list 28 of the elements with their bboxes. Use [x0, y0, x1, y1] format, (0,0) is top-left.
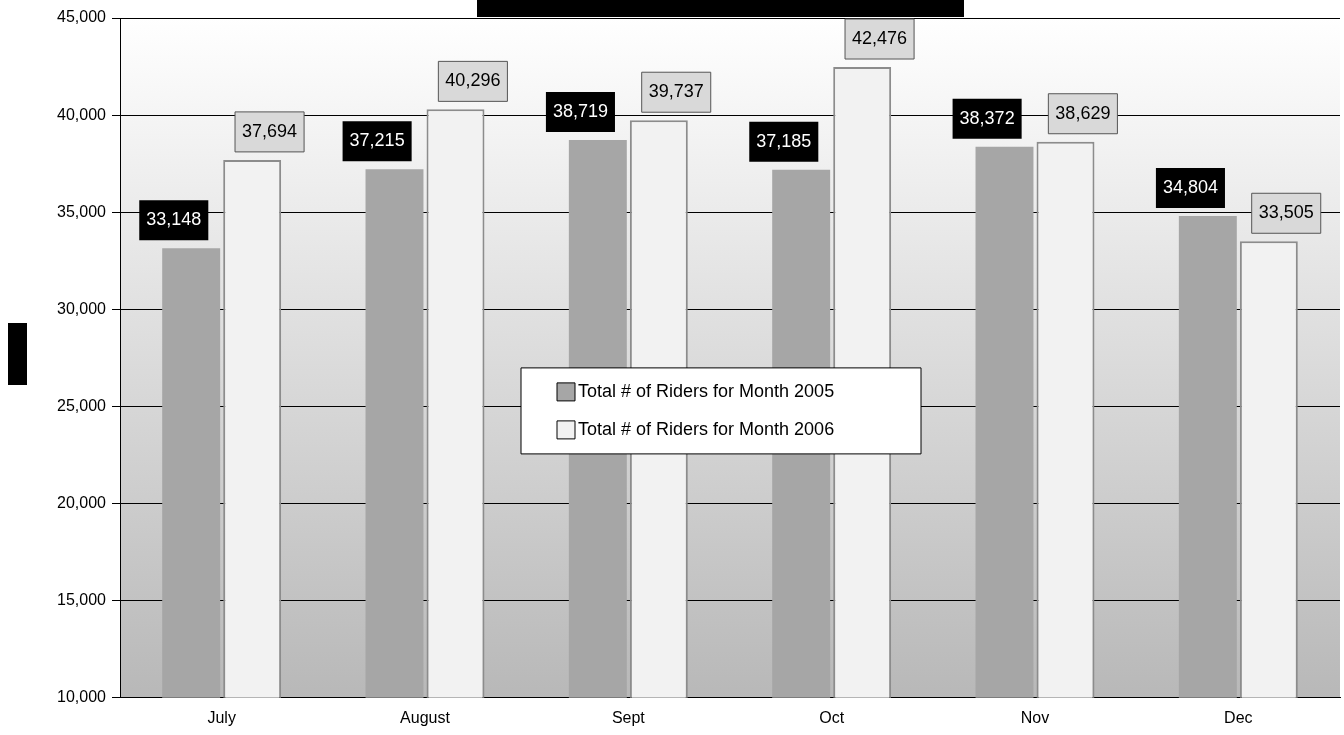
- legend-label: Total # of Riders for Month 2005: [578, 380, 835, 401]
- data-label: 37,185: [756, 130, 812, 151]
- y-tick-label: 35,000: [57, 202, 107, 220]
- data-label: 38,372: [959, 107, 1015, 128]
- y-tick-label: 25,000: [57, 396, 107, 414]
- data-label: 40,296: [445, 70, 501, 91]
- x-tick-label: Sept: [611, 708, 646, 726]
- x-tick-label: Oct: [819, 708, 845, 726]
- x-tick-label: August: [400, 708, 451, 726]
- data-label: 37,694: [242, 120, 298, 141]
- data-label: 33,505: [1258, 202, 1314, 223]
- data-label: 38,719: [552, 100, 608, 121]
- data-label: 34,804: [1162, 177, 1218, 197]
- data-label: 39,737: [648, 81, 704, 102]
- data-label: 42,476: [852, 27, 908, 48]
- x-tick-label: Nov: [1020, 708, 1050, 726]
- legend-label: Total # of Riders for Month 2006: [578, 418, 835, 439]
- y-tick-label: 45,000: [57, 8, 107, 26]
- y-tick-label: 10,000: [57, 688, 107, 706]
- y-tick-label: 20,000: [57, 493, 107, 511]
- data-label: 38,629: [1055, 102, 1111, 123]
- y-tick-label: 30,000: [57, 299, 107, 317]
- data-label: 33,148: [146, 209, 202, 230]
- y-tick-label: 15,000: [57, 591, 107, 609]
- x-tick-label: July: [207, 708, 236, 726]
- data-label: 37,215: [349, 130, 405, 151]
- y-tick-label: 40,000: [57, 105, 107, 123]
- x-tick-label: Dec: [1224, 708, 1253, 726]
